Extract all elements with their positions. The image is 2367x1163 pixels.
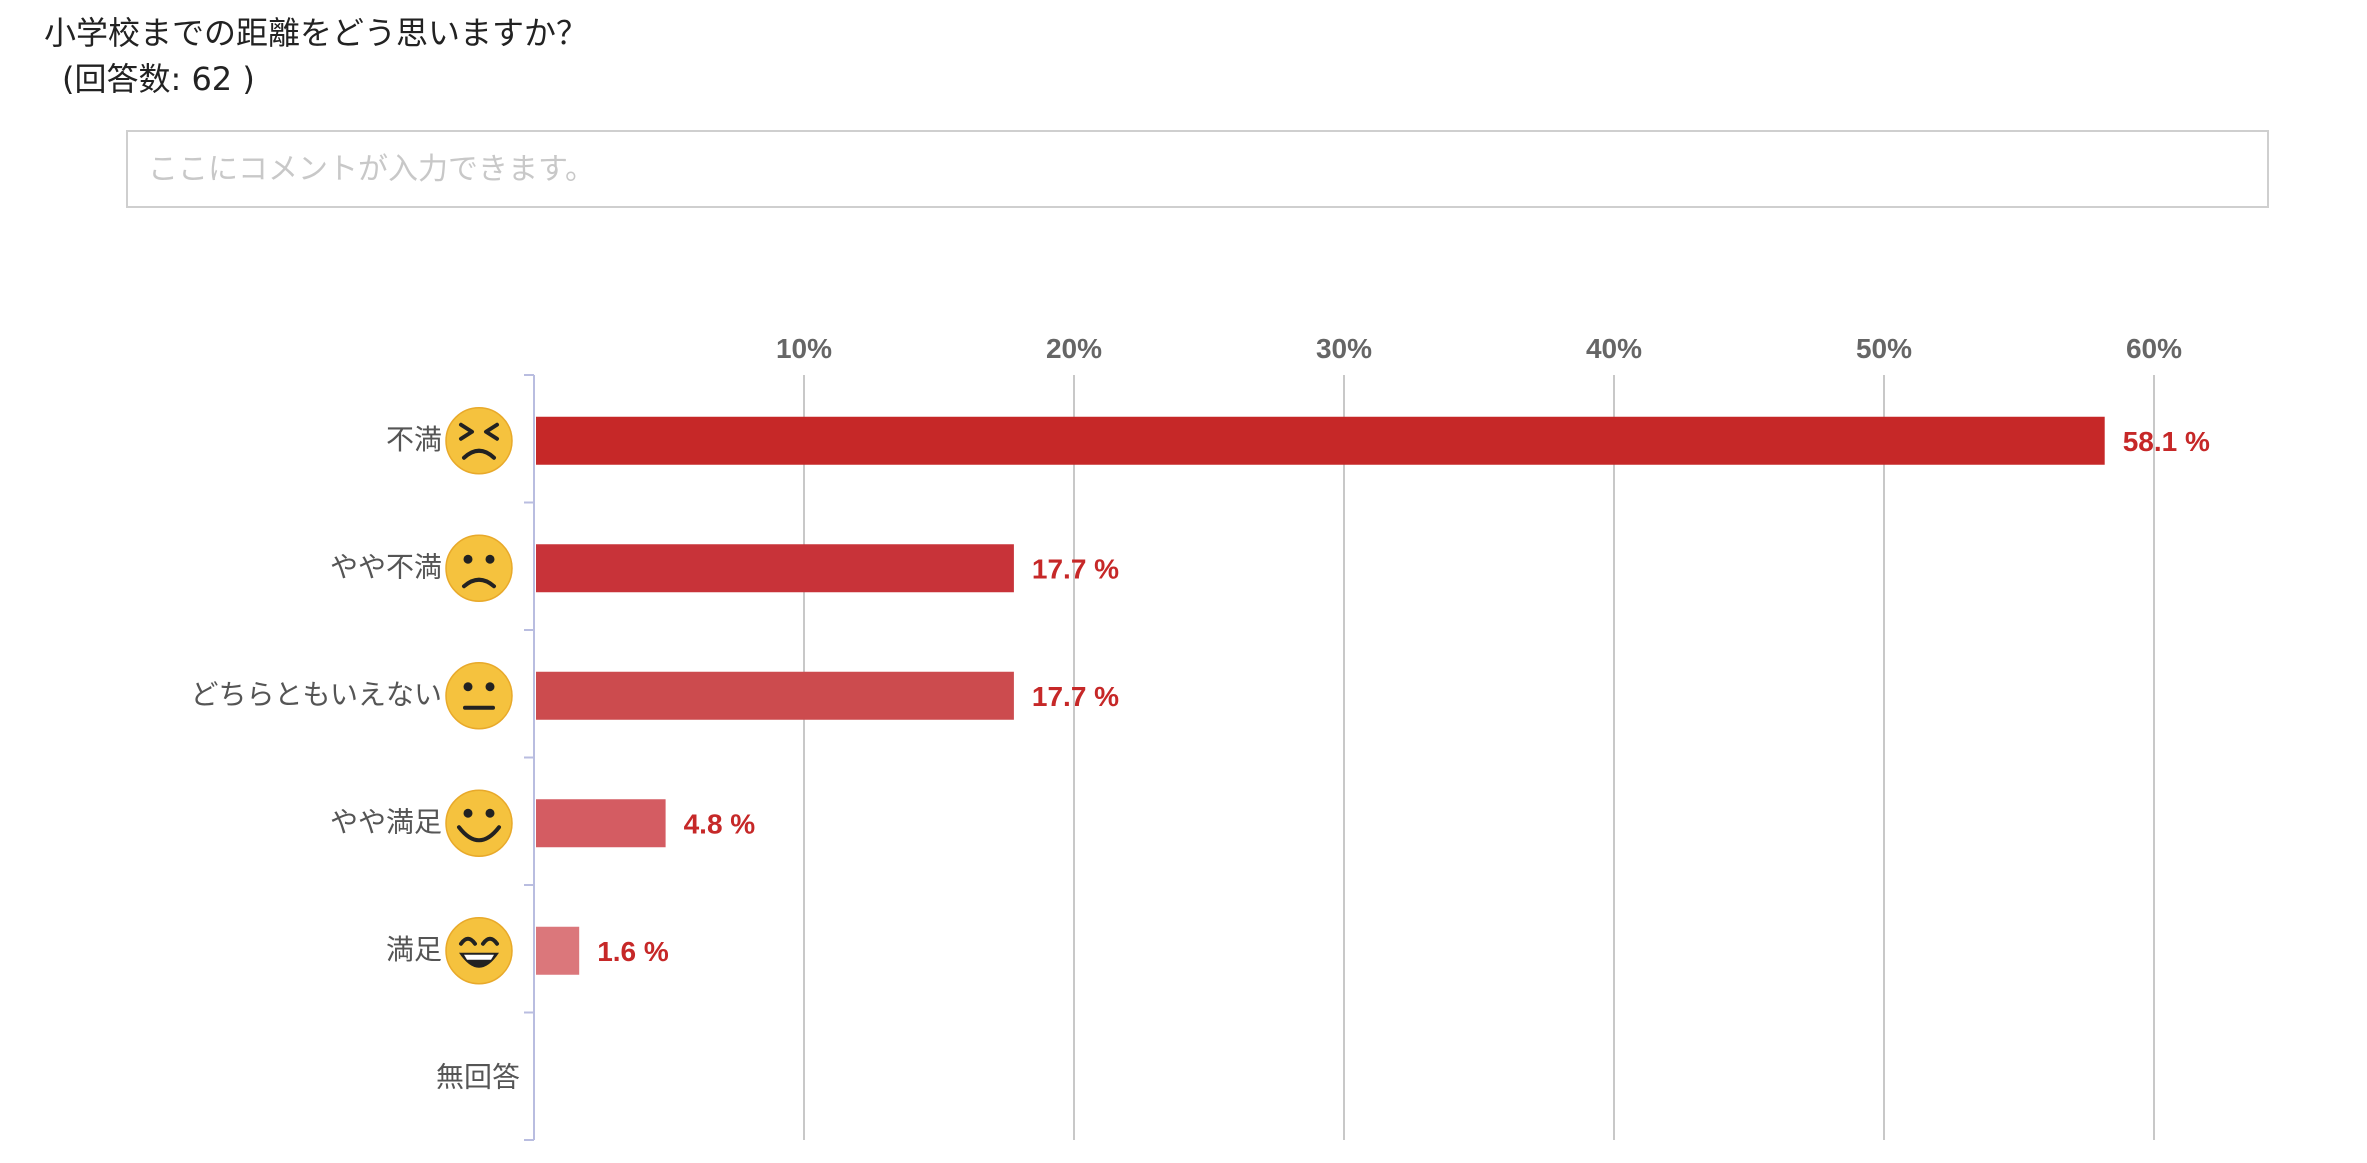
neutral-face-icon <box>445 662 513 730</box>
grimace-face-icon <box>445 407 513 475</box>
value-label: 58.1 % <box>2123 426 2210 457</box>
question-title: 小学校までの距離をどう思いますか？ <box>44 14 589 52</box>
face-circle <box>445 662 513 730</box>
comment-input[interactable] <box>126 130 2269 208</box>
category-label: どちらともいえない <box>191 678 442 711</box>
tick-label: 30% <box>1316 333 1372 364</box>
eye <box>459 936 477 946</box>
value-label: 17.7 % <box>1032 681 1119 712</box>
face-circle <box>445 407 513 475</box>
category-label: やや不満 <box>330 550 442 583</box>
value-label: 4.8 % <box>684 808 756 839</box>
tick-label: 20% <box>1046 333 1102 364</box>
eye <box>484 422 499 441</box>
bar <box>536 544 1014 593</box>
eye <box>485 682 495 692</box>
tick-label: 40% <box>1586 333 1642 364</box>
face-circle <box>445 534 513 602</box>
tick-label: 10% <box>776 333 832 364</box>
category-label: やや満足 <box>330 805 442 838</box>
bar <box>536 671 1014 720</box>
value-label: 17.7 % <box>1032 553 1119 584</box>
face-circle <box>445 789 513 857</box>
bar <box>536 416 2105 465</box>
response-count: (回答数: 62 ) <box>62 60 255 98</box>
eye <box>463 808 473 818</box>
tick-label: 50% <box>1856 333 1912 364</box>
tick-label: 60% <box>2126 333 2182 364</box>
eye <box>463 682 473 692</box>
mouth <box>462 448 496 460</box>
eye <box>485 808 495 818</box>
eye <box>459 422 474 441</box>
value-label: 1.6 % <box>597 936 669 967</box>
eye <box>463 554 473 564</box>
frown-face-icon <box>445 534 513 602</box>
bar <box>536 799 666 848</box>
bar <box>536 926 580 975</box>
eye <box>485 554 495 564</box>
category-label: 無回答 <box>436 1060 520 1093</box>
teeth <box>464 954 494 960</box>
mouth <box>462 577 496 589</box>
smile-face-icon <box>445 789 513 857</box>
mouth <box>457 825 501 843</box>
category-label: 不満 <box>386 423 442 456</box>
category-label: 満足 <box>386 933 442 966</box>
big-grin-face-icon <box>445 917 513 985</box>
eye <box>481 936 499 946</box>
face-circle <box>445 917 513 985</box>
